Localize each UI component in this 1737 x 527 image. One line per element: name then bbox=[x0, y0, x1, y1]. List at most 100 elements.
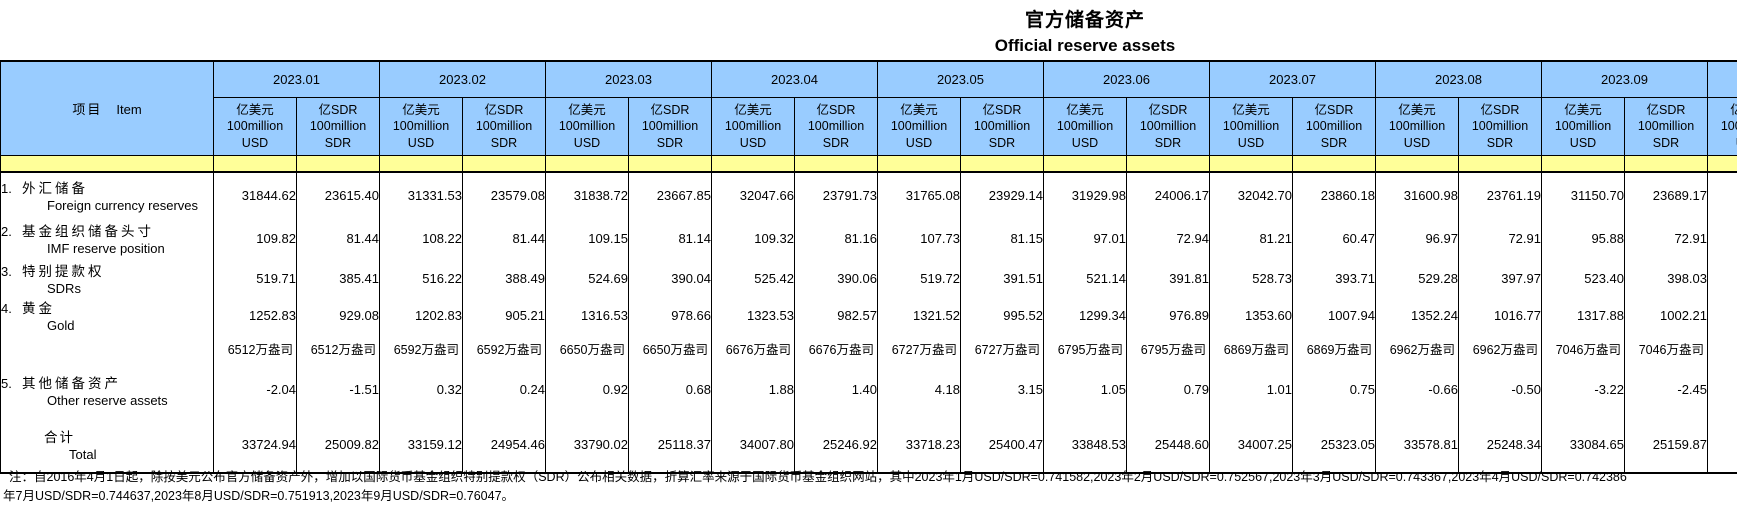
value-cell: -0.50 bbox=[1458, 363, 1542, 416]
unit-header-line: 100million bbox=[1720, 119, 1737, 134]
row-label: 4. 黄金 Gold bbox=[0, 297, 214, 333]
value-cell: 31600.98 bbox=[1375, 172, 1459, 217]
value-cell: -2.45 bbox=[1624, 363, 1708, 416]
unit-header-sdr: 亿SDR 100million SDR bbox=[296, 97, 380, 156]
table-row: 合计 Total 33724.94 25009.82 33159.12 24954.46 3… bbox=[0, 416, 1737, 474]
footnote-line-1: 注：自2016年4月1日起，除按美元公布官方储备资产外，增加以国际货币基金组织特… bbox=[9, 470, 1627, 484]
unit-header-line: 100million bbox=[1388, 119, 1446, 134]
value-cell: 516.22 bbox=[379, 259, 463, 297]
value-cell: 25246.92 bbox=[794, 416, 878, 474]
value-cell: 390.04 bbox=[628, 259, 712, 297]
month-header: 2023.08 bbox=[1375, 60, 1542, 98]
value-cell: 0.92 bbox=[545, 363, 629, 416]
value-cell: 6869万盎司 bbox=[1209, 333, 1293, 363]
row-number: 5. bbox=[1, 375, 12, 391]
value-cell: 23791.73 bbox=[794, 172, 878, 217]
value-cell: 107.73 bbox=[877, 217, 961, 259]
unit-header-line: 亿SDR bbox=[1148, 102, 1188, 117]
unit-header-line: 亿美元 bbox=[1232, 102, 1270, 117]
value-cell: 81.16 bbox=[794, 217, 878, 259]
value-cell bbox=[1707, 416, 1737, 474]
value-cell: 0.75 bbox=[1292, 363, 1376, 416]
unit-header-line: SDR bbox=[822, 135, 850, 150]
value-cell: 1316.53 bbox=[545, 297, 629, 333]
value-cell: 7046万盎司 bbox=[1541, 333, 1625, 363]
row-label-zh: 黄金 bbox=[22, 301, 55, 317]
row-label-en: IMF reserve position bbox=[47, 241, 165, 256]
unit-header-line: SDR bbox=[656, 135, 684, 150]
separator-cell bbox=[296, 155, 380, 173]
value-cell: 33718.23 bbox=[877, 416, 961, 474]
unit-header-sdr: 亿SDR 100million SDR bbox=[794, 97, 878, 156]
unit-header-line: USD bbox=[1403, 135, 1431, 150]
value-cell: 23579.08 bbox=[462, 172, 546, 217]
value-cell: 31150.70 bbox=[1541, 172, 1625, 217]
value-cell: 23860.18 bbox=[1292, 172, 1376, 217]
separator-cell bbox=[1707, 155, 1737, 173]
table-row: 1. 外汇储备 Foreign currency reserves 31844.62 2… bbox=[0, 172, 1737, 217]
unit-header-line: 亿美元 bbox=[1564, 102, 1602, 117]
value-cell: 33790.02 bbox=[545, 416, 629, 474]
unit-header-line: 100million bbox=[226, 119, 284, 134]
month-header: 2023.07 bbox=[1209, 60, 1376, 98]
unit-header-sdr: 亿SDR 100million SDR bbox=[1624, 97, 1708, 156]
separator-cell bbox=[462, 155, 546, 173]
row-label-en: Other reserve assets bbox=[47, 392, 168, 408]
separator-cell bbox=[711, 155, 795, 173]
value-cell: -1.51 bbox=[296, 363, 380, 416]
value-cell: 524.69 bbox=[545, 259, 629, 297]
page-title: 官方储备资产 Official reserve assets bbox=[0, 5, 1737, 56]
value-cell: 34007.80 bbox=[711, 416, 795, 474]
unit-header-line: 亿美元 bbox=[900, 102, 938, 117]
value-cell: 31331.53 bbox=[379, 172, 463, 217]
value-cell: 25009.82 bbox=[296, 416, 380, 474]
value-cell: 72.91 bbox=[1624, 217, 1708, 259]
month-header bbox=[1707, 60, 1737, 98]
unit-header-line: 亿SDR bbox=[484, 102, 524, 117]
unit-header-line: 亿SDR bbox=[1480, 102, 1520, 117]
month-header: 2023.06 bbox=[1043, 60, 1210, 98]
value-cell: 391.81 bbox=[1126, 259, 1210, 297]
value-cell: 60.47 bbox=[1292, 217, 1376, 259]
unit-header-line: 100million bbox=[641, 119, 699, 134]
value-cell bbox=[1707, 333, 1737, 363]
value-cell: 81.44 bbox=[296, 217, 380, 259]
unit-header-line: 100million bbox=[1056, 119, 1114, 134]
value-cell: 397.97 bbox=[1458, 259, 1542, 297]
unit-header-sdr: 亿SDR 100million SDR bbox=[628, 97, 712, 156]
unit-header-sdr: 亿SDR 100million SDR bbox=[462, 97, 546, 156]
value-cell: 6650万盎司 bbox=[628, 333, 712, 363]
unit-header-line: 100million bbox=[1139, 119, 1197, 134]
value-cell: 6650万盎司 bbox=[545, 333, 629, 363]
unit-header-line: 100million bbox=[1554, 119, 1612, 134]
value-cell: 25118.37 bbox=[628, 416, 712, 474]
value-cell: 388.49 bbox=[462, 259, 546, 297]
unit-header-line: 100million bbox=[973, 119, 1031, 134]
value-cell: 25400.47 bbox=[960, 416, 1044, 474]
unit-header-line: 100million bbox=[1305, 119, 1363, 134]
row-label: 5. 其他储备资产 Other reserve assets bbox=[0, 363, 214, 416]
value-cell: 109.15 bbox=[545, 217, 629, 259]
separator-cell bbox=[1043, 155, 1127, 173]
month-header: 2023.02 bbox=[379, 60, 546, 98]
unit-header-line: 亿美元 bbox=[236, 102, 274, 117]
value-cell: 1202.83 bbox=[379, 297, 463, 333]
row-number: 2. bbox=[1, 224, 12, 239]
unit-header-line: SDR bbox=[324, 135, 352, 150]
month-header: 2023.01 bbox=[213, 60, 380, 98]
value-cell: 33724.94 bbox=[213, 416, 297, 474]
value-cell: 6512万盎司 bbox=[213, 333, 297, 363]
value-cell bbox=[1707, 259, 1737, 297]
value-cell: 523.40 bbox=[1541, 259, 1625, 297]
unit-header-line: SDR bbox=[1154, 135, 1182, 150]
separator-cell bbox=[1458, 155, 1542, 173]
unit-header-line: USD bbox=[1071, 135, 1099, 150]
unit-header-line: USD bbox=[241, 135, 269, 150]
unit-header-line: SDR bbox=[490, 135, 518, 150]
value-cell: 33159.12 bbox=[379, 416, 463, 474]
footnote-line-2: 年7月USD/SDR=0.744637,2023年8月USD/SDR=0.751… bbox=[3, 489, 515, 503]
value-cell: 3.15 bbox=[960, 363, 1044, 416]
